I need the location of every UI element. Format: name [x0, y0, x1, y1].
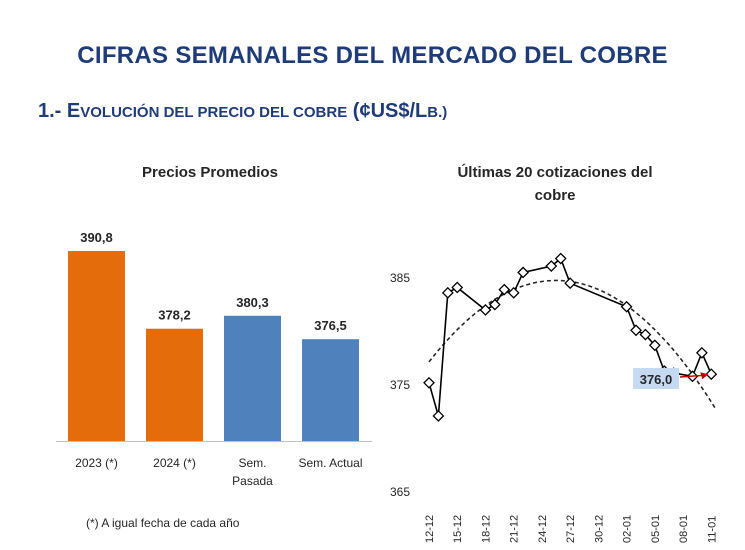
x-tick-label: 21-12 [509, 515, 521, 543]
y-tick-label: 365 [390, 485, 410, 499]
data-point [554, 252, 567, 265]
x-tick-label: 15-12 [452, 515, 464, 543]
x-tick-label: 12-12 [424, 515, 436, 543]
data-point [441, 286, 454, 299]
data-point [620, 300, 633, 313]
bar-chart-title: Precios Promedios [142, 164, 278, 181]
bar-value-label: 380,3 [236, 295, 269, 310]
x-tick-label: 11-01 [706, 516, 718, 543]
bar [224, 315, 281, 441]
bar [68, 251, 125, 441]
section-title: 1.- EVOLUCIÓN DEL PRECIO DEL COBRE (¢US$… [38, 100, 448, 122]
x-tick-label: 08-01 [678, 515, 690, 543]
data-point [432, 410, 445, 422]
data-point [648, 339, 661, 352]
annotation-box [633, 368, 679, 389]
bar [146, 328, 203, 441]
bar-category-label: Sem. [238, 456, 266, 470]
bar-category-label: Pasada [232, 474, 273, 488]
bar-category-label: 2024 (*) [153, 456, 196, 470]
data-point [705, 368, 718, 381]
bar-category-label: Sem. Actual [298, 456, 362, 470]
x-tick-label: 24-12 [537, 515, 549, 543]
bar-value-label: 378,2 [158, 308, 191, 323]
x-tick-label: 30-12 [593, 515, 605, 543]
data-point [517, 266, 530, 279]
x-tick-label: 27-12 [565, 515, 577, 543]
data-point [488, 298, 501, 311]
bar-category-label: 2023 (*) [75, 456, 118, 470]
page-title: CIFRAS SEMANALES DEL MERCADO DEL COBRE [77, 42, 668, 69]
data-point [498, 283, 511, 296]
bar [302, 339, 359, 441]
data-point [639, 328, 652, 341]
trendline [428, 279, 717, 410]
data-point [630, 324, 642, 337]
x-tick-label: 18-12 [480, 515, 492, 543]
footnote: (*) A igual fecha de cada año [86, 516, 240, 530]
line-chart-title: cobre [535, 187, 576, 204]
x-tick-label: 05-01 [650, 515, 662, 543]
data-point [695, 346, 708, 359]
x-tick-label: 02-01 [622, 515, 634, 543]
bar-value-label: 390,8 [80, 230, 113, 245]
y-tick-label: 385 [390, 271, 410, 285]
annotation-arrow [679, 374, 706, 378]
data-point [545, 260, 558, 272]
line-chart-title: Últimas 20 cotizaciones del [457, 163, 652, 181]
annotation-arrowhead [700, 372, 709, 380]
data-point [451, 281, 464, 294]
data-point [479, 304, 492, 316]
data-point [507, 286, 520, 299]
data-point [423, 376, 435, 389]
bar-value-label: 376,5 [314, 318, 347, 333]
y-tick-label: 375 [390, 378, 410, 392]
annotation-label: 376,0 [640, 372, 673, 387]
data-point [564, 277, 577, 290]
